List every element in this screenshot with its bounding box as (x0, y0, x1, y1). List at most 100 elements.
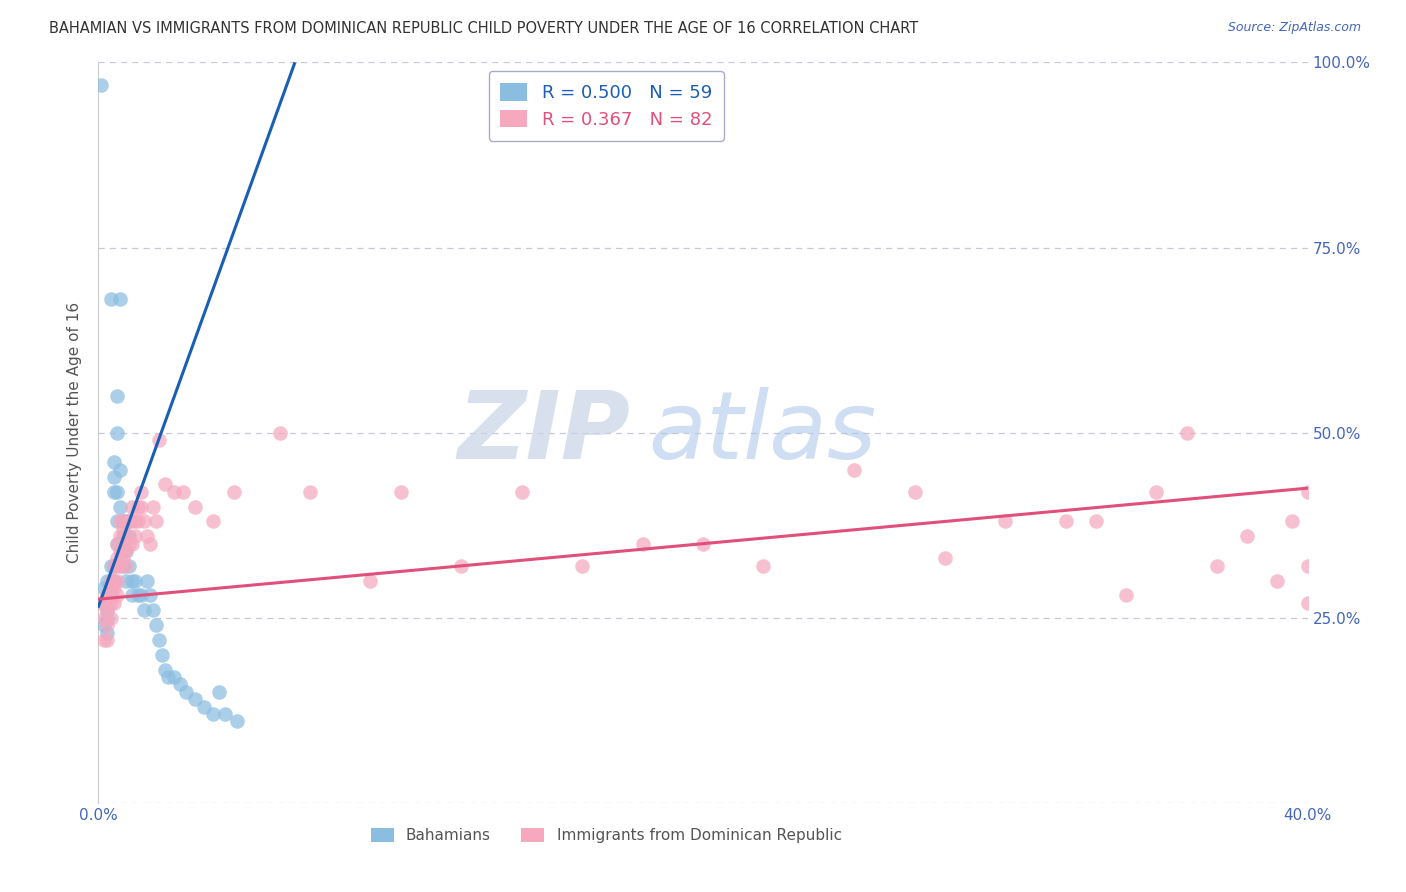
Point (96, 625, 118, 640)
Point (1085, 515, 1108, 529)
Point (169, 677, 191, 691)
Point (202, 515, 225, 529)
Point (121, 589, 143, 603)
Point (114, 544, 136, 558)
Point (100, 574, 122, 588)
Point (148, 433, 170, 447)
Point (145, 618, 167, 632)
Point (103, 581, 125, 595)
Point (96, 574, 118, 588)
Point (105, 536, 128, 550)
Point (100, 596, 122, 610)
Point (108, 515, 131, 529)
Point (163, 484, 186, 499)
Point (121, 536, 143, 550)
Point (121, 515, 143, 529)
Point (118, 558, 141, 573)
Point (108, 544, 131, 558)
Point (105, 574, 128, 588)
Point (135, 529, 157, 543)
Y-axis label: Child Poverty Under the Age of 16: Child Poverty Under the Age of 16 (67, 302, 83, 563)
Point (100, 589, 122, 603)
Point (100, 581, 122, 595)
Point (156, 670, 179, 684)
Point (1236, 529, 1258, 543)
Point (93, 632, 115, 647)
Point (108, 529, 131, 543)
Point (135, 574, 157, 588)
Point (103, 455, 125, 469)
Point (132, 515, 155, 529)
Point (129, 484, 152, 499)
Point (105, 484, 128, 499)
Point (184, 500, 207, 514)
Point (114, 558, 136, 573)
Point (108, 558, 131, 573)
Point (114, 574, 136, 588)
Point (163, 670, 186, 684)
Point (127, 589, 149, 603)
Point (100, 293, 122, 307)
Point (96, 589, 118, 603)
Point (100, 574, 122, 588)
Point (103, 596, 125, 610)
Point (103, 470, 125, 484)
Point (105, 515, 128, 529)
Point (214, 706, 236, 721)
Point (105, 551, 128, 566)
Text: atlas: atlas (648, 387, 877, 478)
Point (389, 484, 412, 499)
Point (224, 484, 246, 499)
Point (90, 596, 112, 610)
Point (100, 581, 122, 595)
Point (226, 714, 249, 729)
Point (93, 618, 115, 632)
Point (118, 529, 141, 543)
Text: Source: ZipAtlas.com: Source: ZipAtlas.com (1227, 21, 1361, 34)
Point (103, 558, 125, 573)
Point (96, 603, 118, 617)
Point (118, 515, 141, 529)
Text: BAHAMIAN VS IMMIGRANTS FROM DOMINICAN REPUBLIC CHILD POVERTY UNDER THE AGE OF 16: BAHAMIAN VS IMMIGRANTS FROM DOMINICAN RE… (49, 21, 918, 36)
Point (184, 692, 207, 706)
Point (360, 574, 382, 588)
Point (1206, 558, 1229, 573)
Point (1296, 596, 1319, 610)
Point (202, 706, 225, 721)
Point (142, 500, 165, 514)
Point (114, 529, 136, 543)
Text: ZIP: ZIP (457, 386, 630, 479)
Point (299, 484, 322, 499)
Point (193, 699, 215, 714)
Point (994, 515, 1017, 529)
Point (1175, 425, 1198, 440)
Point (108, 293, 131, 307)
Point (114, 544, 136, 558)
Point (145, 515, 167, 529)
Point (269, 425, 291, 440)
Point (124, 529, 146, 543)
Point (1115, 589, 1137, 603)
Point (103, 574, 125, 588)
Point (174, 685, 197, 699)
Point (127, 500, 149, 514)
Point (90, 78, 112, 92)
Point (96, 596, 118, 610)
Point (96, 618, 118, 632)
Point (692, 536, 714, 550)
Point (103, 484, 125, 499)
Point (1267, 574, 1289, 588)
Point (93, 596, 115, 610)
Point (108, 500, 131, 514)
Point (124, 574, 146, 588)
Point (105, 425, 128, 440)
Point (93, 610, 115, 624)
Point (153, 663, 176, 677)
Point (904, 484, 927, 499)
Point (1054, 515, 1077, 529)
Point (631, 536, 654, 550)
Point (111, 515, 134, 529)
Point (127, 515, 149, 529)
Point (103, 574, 125, 588)
Point (142, 603, 165, 617)
